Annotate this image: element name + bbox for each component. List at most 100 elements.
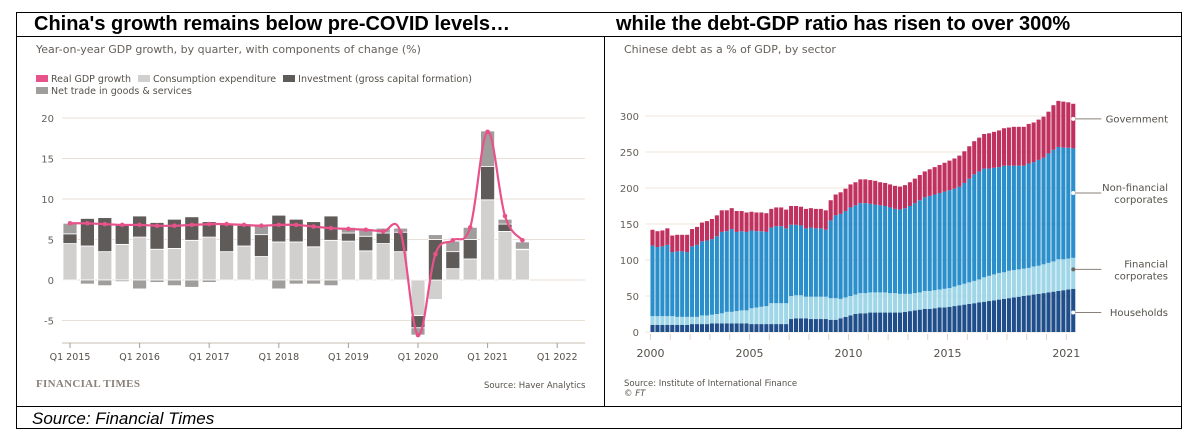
bar-segment [987, 301, 992, 332]
bar-segment [957, 305, 962, 332]
gdp-point [363, 227, 369, 233]
bar-segment [967, 303, 972, 332]
bar-segment [201, 236, 217, 281]
bar-segment [1036, 159, 1041, 266]
bar-segment [704, 221, 709, 241]
bar-segment [922, 308, 927, 332]
bar-segment [675, 324, 680, 332]
bar-segment [734, 311, 739, 324]
bar-segment [445, 251, 461, 270]
bar-segment [655, 247, 660, 317]
bar-segment [878, 205, 883, 293]
bar-segment [813, 296, 818, 320]
bar-segment [937, 193, 942, 290]
bar-segment [764, 213, 769, 232]
bar-segment [724, 210, 729, 232]
bar-segment [917, 292, 922, 310]
bar-segment [977, 302, 982, 332]
bar-segment [789, 224, 794, 296]
bar-segment [927, 195, 932, 291]
bar-segment [323, 239, 339, 281]
bar-segment [838, 213, 843, 299]
gdp-point [520, 238, 525, 243]
y-tick-label: 0 [48, 276, 54, 287]
bar-segment [1046, 292, 1051, 332]
bar-segment [982, 134, 987, 169]
bar-segment [764, 231, 769, 307]
gdp-point [189, 222, 195, 228]
bar-segment [853, 205, 858, 295]
bar-segment [149, 279, 165, 283]
bar-segment [779, 303, 784, 325]
bar-segment [878, 312, 883, 332]
gdp-point [224, 221, 229, 227]
bar-segment [798, 295, 804, 319]
bar-segment [514, 248, 530, 281]
bar-segment [1016, 165, 1021, 270]
y-tick-label: 0 [633, 328, 639, 339]
bar-segment [922, 171, 927, 198]
gdp-point [276, 222, 282, 228]
bar-segment [838, 298, 843, 319]
gdp-point [433, 251, 438, 257]
bar-segment [680, 251, 685, 317]
bar-segment [962, 283, 967, 305]
bar-segment [699, 222, 705, 242]
bar-segment [709, 323, 714, 332]
bar-segment [823, 210, 828, 230]
bar-segment [972, 303, 977, 332]
bar-segment [803, 228, 808, 297]
bar-segment [1021, 126, 1026, 166]
bar-segment [922, 290, 927, 309]
bar-segment [80, 279, 95, 285]
bar-segment [808, 319, 813, 332]
bar-segment [650, 324, 655, 332]
bar-segment [427, 234, 443, 240]
footer-divider [16, 406, 1182, 407]
bar-segment [695, 324, 700, 332]
x-tick-label: 2000 [637, 347, 665, 360]
bar-segment [769, 324, 774, 332]
bar-segment [1041, 116, 1046, 158]
bar-segment [1016, 269, 1021, 297]
header-divider [16, 36, 1182, 37]
bar-segment [650, 229, 655, 246]
bar-segment [912, 310, 917, 332]
bar-segment [695, 316, 700, 325]
bar-segment [818, 319, 823, 332]
bar-segment [1051, 291, 1056, 332]
bar-segment [774, 207, 779, 227]
right-chart-copyright: © FT [624, 389, 646, 399]
bar-segment [818, 208, 823, 229]
bar-segment [798, 225, 804, 296]
bar-segment [893, 293, 898, 313]
bar-segment [1011, 126, 1016, 166]
y-tick-label: 20 [41, 114, 54, 125]
bar-segment [833, 194, 838, 216]
bar-segment [680, 316, 685, 325]
bar-segment [853, 294, 858, 314]
bar-segment [1056, 290, 1061, 332]
bar-segment [480, 166, 496, 201]
x-tick-label: 2021 [1052, 347, 1080, 360]
bar-segment [1071, 257, 1076, 289]
bar-segment [253, 234, 269, 257]
bar-segment [992, 131, 997, 168]
bar-segment [922, 197, 927, 291]
bar-segment [774, 226, 779, 304]
bar-segment [236, 245, 252, 281]
bar-segment [957, 155, 962, 187]
bar-segment [883, 312, 888, 332]
bar-segment [952, 306, 957, 332]
bar-segment [1021, 268, 1026, 296]
bar-segment [784, 324, 789, 332]
x-tick-label: Q1 2015 [50, 352, 91, 363]
bar-segment [97, 251, 113, 281]
bar-segment [813, 208, 818, 229]
bar-segment [724, 311, 729, 324]
left-chart-subtitle: Year-on-year GDP growth, by quarter, wit… [36, 43, 421, 56]
bar-segment [808, 296, 813, 320]
bar-segment [858, 179, 863, 204]
bar-segment [690, 316, 695, 325]
bar-segment [972, 174, 977, 281]
